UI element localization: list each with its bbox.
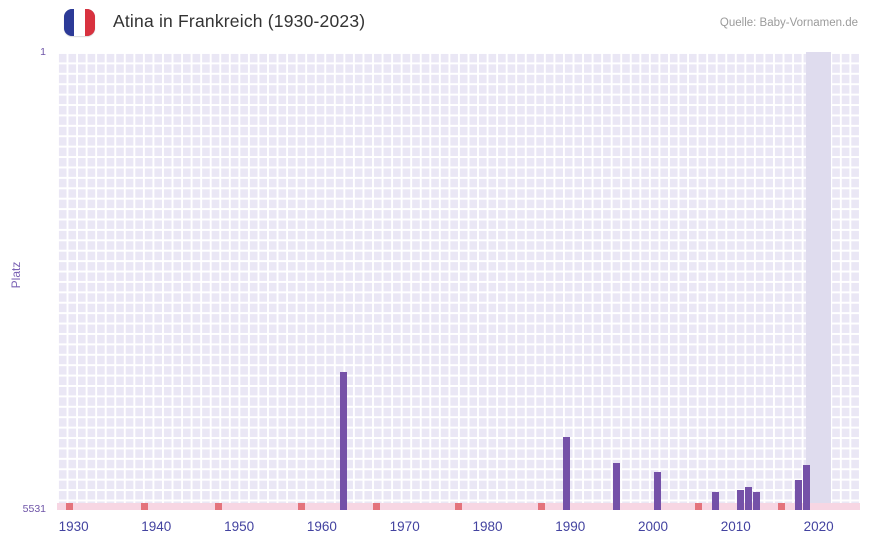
flag-stripe-white	[74, 9, 85, 36]
plot-area[interactable]	[57, 52, 860, 510]
y-tick-bottom: 5531	[22, 503, 46, 515]
flag-stripe-red	[84, 9, 95, 36]
x-axis-ticks: 1930 1940 1950 1960 1970 1980 1990 2000 2010 2020	[57, 519, 860, 539]
rank-bar-2007[interactable]	[712, 491, 719, 510]
x-tick-1930: 1930	[58, 519, 89, 534]
x-tick-1940: 1940	[141, 519, 172, 534]
y-axis-label: Platz	[9, 261, 23, 289]
bottom-marker-1966[interactable]	[372, 503, 380, 510]
bottom-marker-1938[interactable]	[140, 503, 148, 510]
rank-bar-2010[interactable]	[736, 490, 744, 510]
x-tick-2010: 2010	[720, 519, 751, 534]
rank-bar-2012[interactable]	[753, 491, 761, 510]
rank-bar-2018[interactable]	[803, 465, 811, 510]
recent-years-highlight-band	[806, 52, 831, 510]
x-tick-1970: 1970	[389, 519, 420, 534]
rank-bar-1962[interactable]	[339, 372, 347, 510]
rank-bar-2000[interactable]	[654, 471, 661, 510]
source-attribution: Quelle: Baby-Vornamen.de	[719, 17, 858, 29]
bottom-marker-2005[interactable]	[695, 503, 703, 510]
x-tick-1980: 1980	[472, 519, 503, 534]
x-tick-1950: 1950	[224, 519, 255, 534]
bottom-marker-1976[interactable]	[455, 503, 463, 510]
x-tick-2020: 2020	[803, 519, 834, 534]
bottom-marker-1929[interactable]	[66, 503, 74, 510]
bottom-marker-1947[interactable]	[215, 503, 223, 510]
x-tick-2000: 2000	[637, 519, 669, 534]
rank-bar-2011[interactable]	[745, 486, 753, 510]
x-tick-1990: 1990	[555, 519, 586, 534]
france-flag-icon	[64, 9, 95, 36]
rank-bar-1995[interactable]	[612, 462, 620, 510]
rank-bar-1989[interactable]	[563, 437, 570, 510]
x-tick-1960: 1960	[306, 519, 337, 534]
bottom-marker-1986[interactable]	[538, 503, 546, 510]
rank-bar-2017[interactable]	[794, 480, 802, 510]
chart-title: Atina in Frankreich (1930-2023)	[113, 11, 366, 31]
flag-stripe-blue	[64, 9, 75, 36]
bottom-marker-1957[interactable]	[298, 503, 306, 510]
bottom-marker-2015[interactable]	[778, 503, 786, 510]
y-tick-top: 1	[40, 46, 46, 58]
